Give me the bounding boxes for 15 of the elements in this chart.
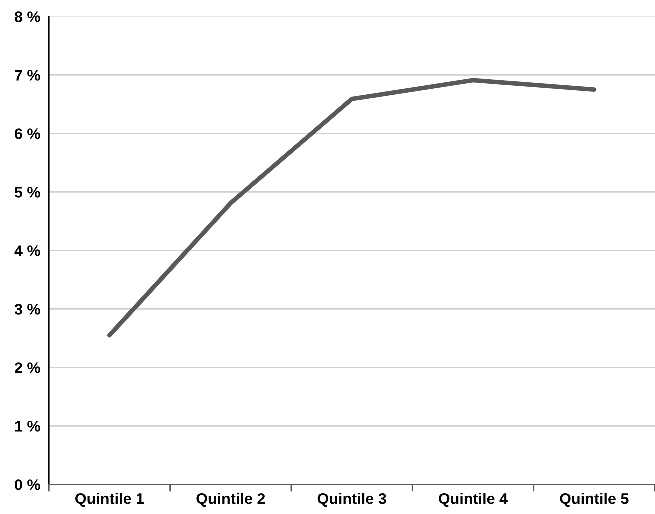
y-tick-label: 1 % xyxy=(15,421,40,432)
x-tick-label: Quintile 1 xyxy=(76,493,144,508)
y-tick-label: 5 % xyxy=(14,187,40,198)
y-tick-label: 3 % xyxy=(14,304,40,315)
x-tick-label: Quintile 5 xyxy=(560,493,629,508)
x-tick-label: Quintile 3 xyxy=(318,493,386,508)
x-tick-label: Quintile 2 xyxy=(196,493,266,508)
x-tick-label: Quintile 4 xyxy=(439,493,508,508)
y-tick-label: 7 % xyxy=(15,70,40,81)
y-tick-label: 2 % xyxy=(14,362,40,374)
y-tick-label: 8 % xyxy=(14,12,40,22)
line-series xyxy=(107,78,597,338)
y-tick-label: 0 % xyxy=(15,480,40,490)
y-tick-label: 6 % xyxy=(15,128,40,140)
y-tick-label: 4 % xyxy=(14,246,40,256)
